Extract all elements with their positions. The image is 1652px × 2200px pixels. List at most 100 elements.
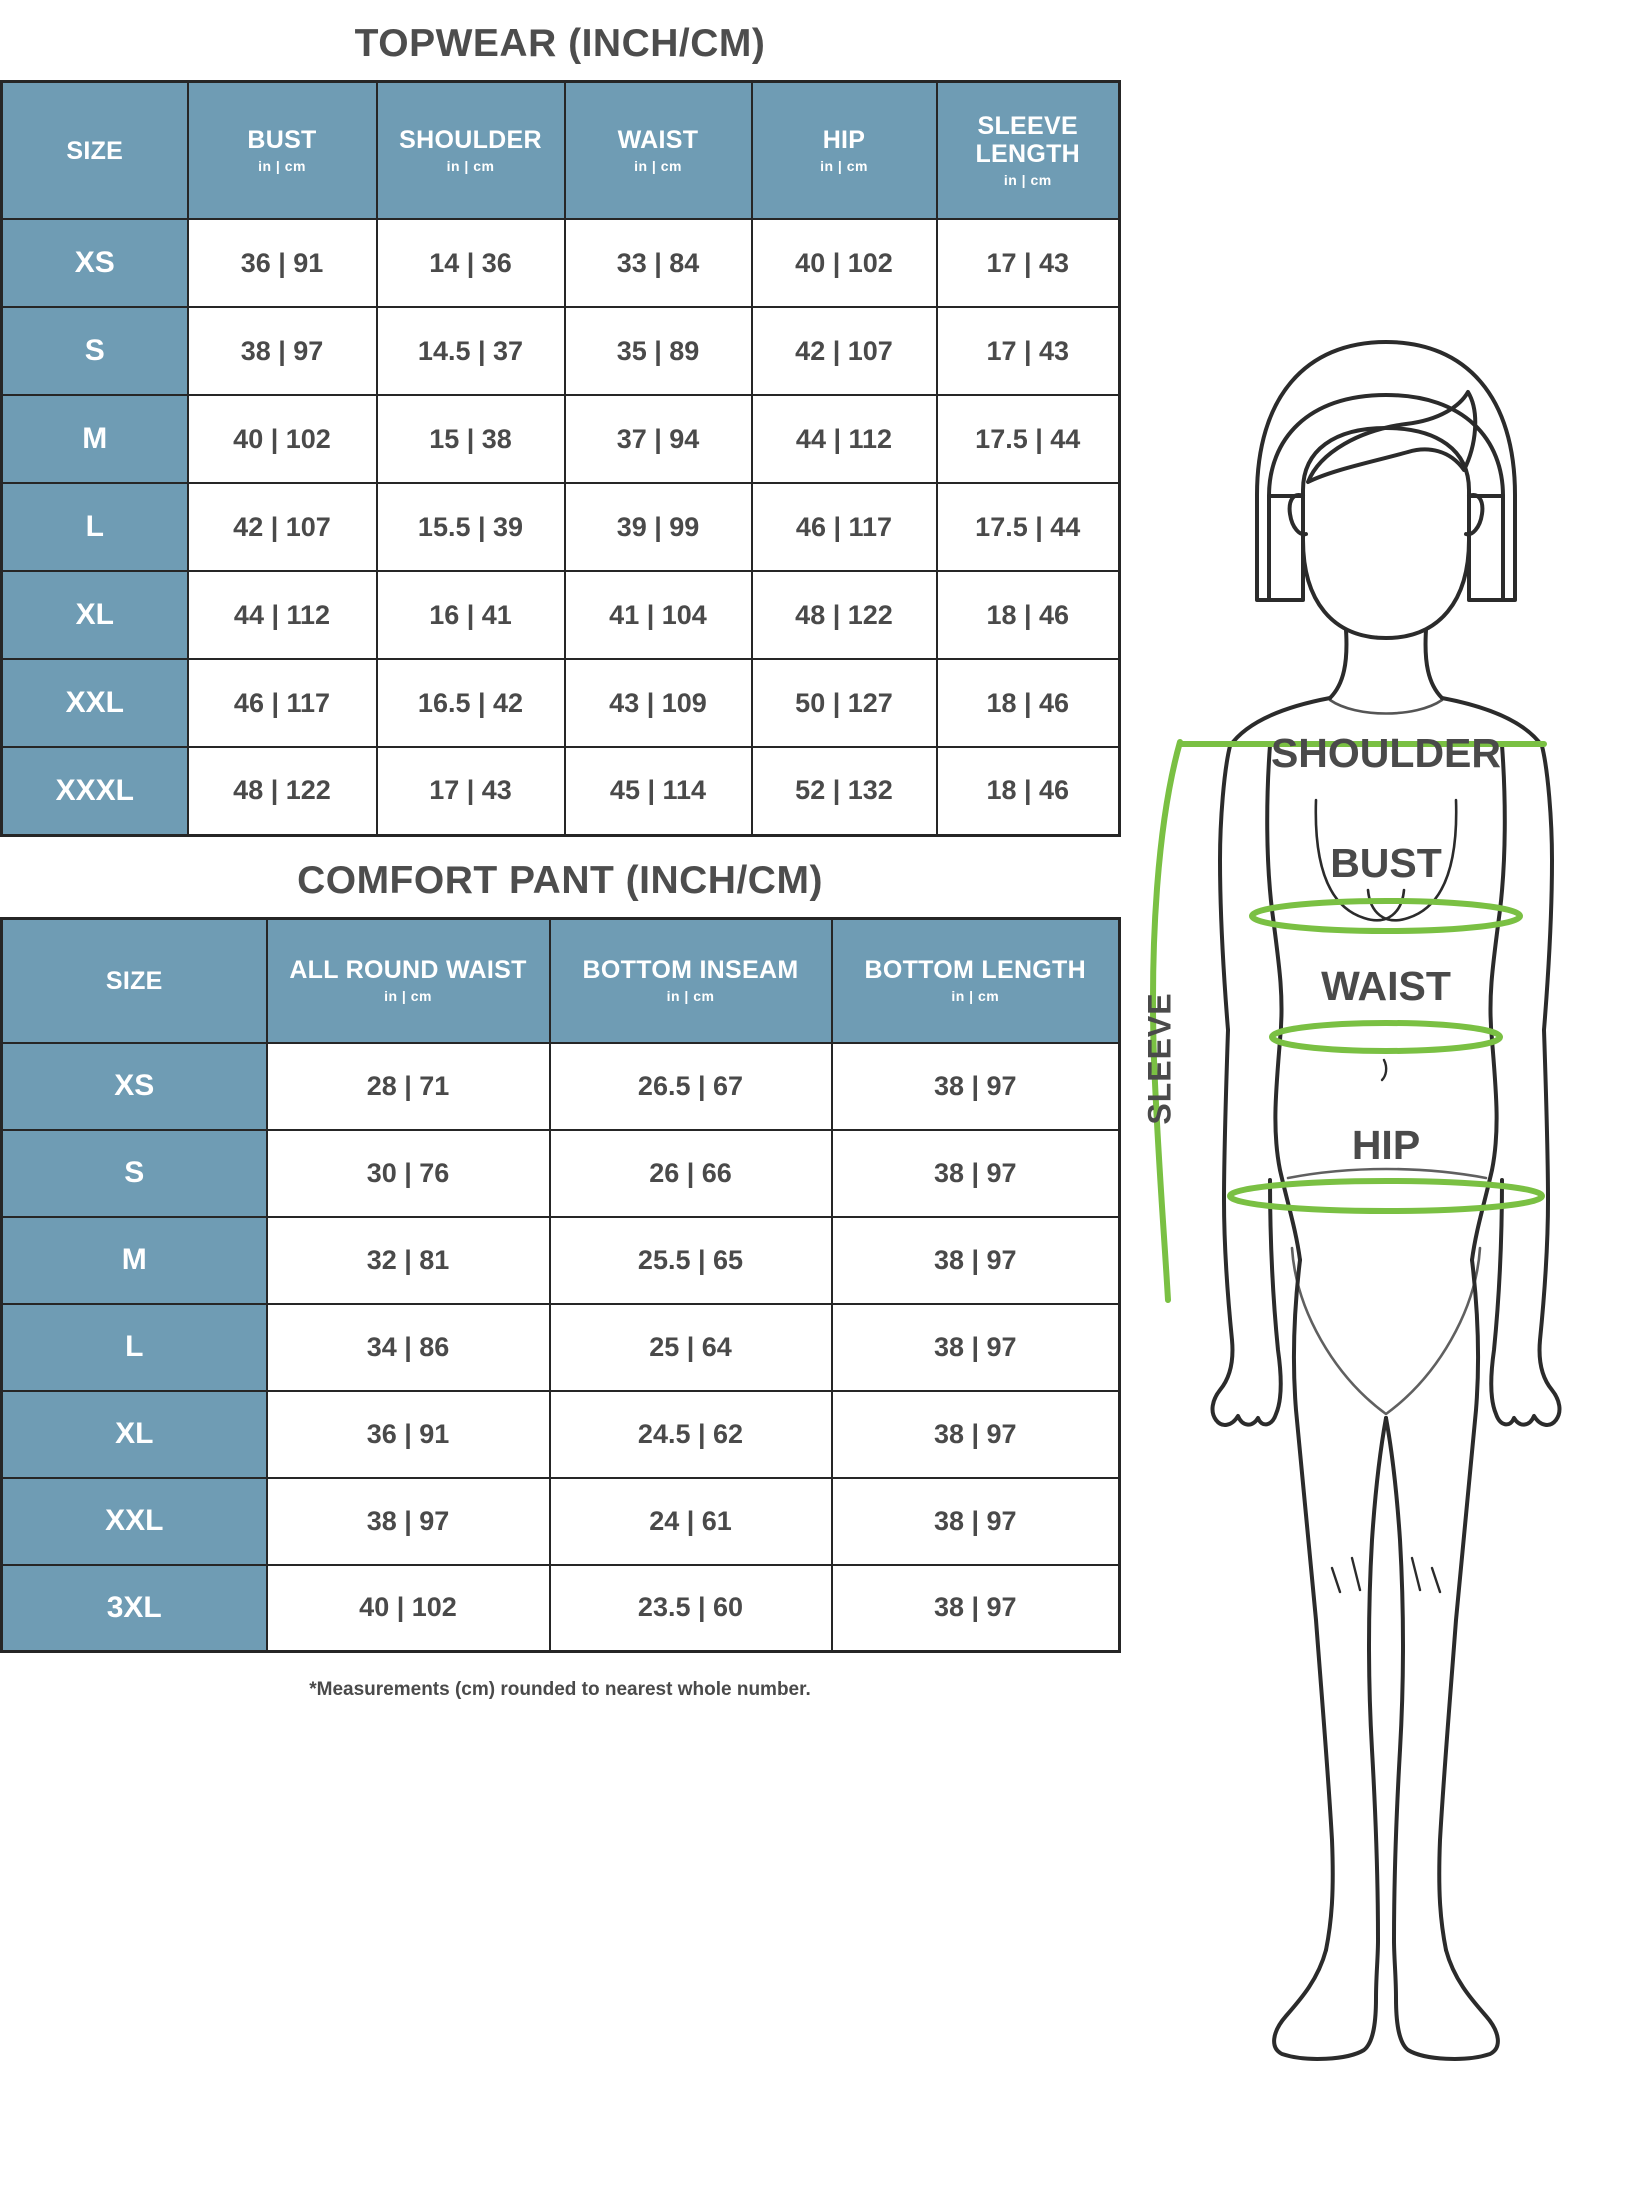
- torso-left-side: [1265, 743, 1302, 1262]
- measurement-guides-group: [1150, 739, 1547, 1303]
- cell-shoulder: 15 | 38: [375, 394, 566, 484]
- hair-right-mass: [1467, 494, 1505, 602]
- underwear-top-line: [1286, 1167, 1488, 1180]
- cell-hip: 44 | 112: [750, 394, 938, 484]
- cell-bottom-inseam: 25.5 | 65: [548, 1215, 833, 1305]
- column-header-bust: BUST in | cm: [186, 80, 378, 220]
- cell-bust: 46 | 117: [186, 658, 378, 748]
- hip-measure-ellipse: [1227, 1178, 1545, 1214]
- table-row: M 40 | 102 15 | 38 37 | 94 44 | 112 17.5…: [0, 394, 1121, 484]
- pant-header-row: SIZE ALL ROUND WAIST in | cm BOTTOM INSE…: [0, 917, 1121, 1044]
- cell-waist: 35 | 89: [563, 306, 753, 396]
- right-shoulder-arm-outer: [1440, 696, 1554, 1032]
- column-header-size: SIZE: [0, 80, 189, 220]
- cell-sleeve: 17 | 43: [935, 306, 1121, 396]
- cell-bust: 42 | 107: [186, 482, 378, 572]
- table-row: L 34 | 86 25 | 64 38 | 97: [0, 1302, 1121, 1392]
- female-body-figure-svg: SHOULDER: [1150, 340, 1562, 2061]
- column-header-label: BOTTOM INSEAM: [582, 956, 799, 984]
- column-header-label: SIZE: [105, 966, 163, 995]
- column-header-shoulder: SHOULDER in | cm: [375, 80, 566, 220]
- cell-bottom-length: 38 | 97: [830, 1215, 1121, 1305]
- cell-size: M: [0, 1215, 268, 1305]
- column-header-unit: in | cm: [258, 158, 306, 174]
- cell-bottom-length: 38 | 97: [830, 1128, 1121, 1218]
- right-leg-inner: [1384, 1416, 1405, 1942]
- cell-sleeve: 17 | 43: [935, 218, 1121, 308]
- right-leg-outer: [1437, 1258, 1481, 1952]
- cell-size: L: [0, 1302, 268, 1392]
- table-row: L 42 | 107 15.5 | 39 39 | 99 46 | 117 17…: [0, 482, 1121, 572]
- column-header-unit: in | cm: [384, 988, 432, 1004]
- topwear-header-row: SIZE BUST in | cm SHOULDER in | cm WAIST…: [0, 80, 1121, 220]
- cell-size: XL: [0, 1389, 268, 1479]
- column-header-label: HIP: [822, 126, 866, 154]
- column-header-all-round-waist: ALL ROUND WAIST in | cm: [265, 917, 551, 1044]
- comfort-pant-size-table: SIZE ALL ROUND WAIST in | cm BOTTOM INSE…: [0, 916, 1121, 1653]
- measurement-footnote: *Measurements (cm) rounded to nearest wh…: [309, 1679, 811, 1700]
- cell-hip: 46 | 117: [750, 482, 938, 572]
- left-leg-outer: [1291, 1258, 1335, 1952]
- hair-fringe: [1306, 390, 1478, 484]
- cell-size: XL: [0, 570, 189, 660]
- cell-waist: 41 | 104: [563, 570, 753, 660]
- neck-right: [1423, 628, 1444, 700]
- cell-size: XXL: [0, 1476, 268, 1566]
- cell-shoulder: 14.5 | 37: [375, 306, 566, 396]
- torso-right-side: [1470, 743, 1507, 1262]
- collarbone-line: [1328, 698, 1444, 715]
- topwear-title: TOPWEAR (INCH/CM): [354, 22, 766, 65]
- column-header-label: ALL ROUND WAIST: [289, 956, 527, 984]
- cell-size: 3XL: [0, 1563, 268, 1653]
- cell-size: M: [0, 394, 189, 484]
- left-bust-curve: [1314, 798, 1406, 922]
- cell-all-round-waist: 38 | 97: [265, 1476, 551, 1566]
- hair-left-mass: [1267, 494, 1305, 602]
- right-ear: [1464, 493, 1485, 537]
- column-header-hip: HIP in | cm: [750, 80, 938, 220]
- column-header-label: SHOULDER: [399, 126, 542, 154]
- cell-shoulder: 16.5 | 42: [375, 658, 566, 748]
- face-outline: [1301, 426, 1471, 640]
- cell-all-round-waist: 36 | 91: [265, 1389, 551, 1479]
- left-knee-crease-b: [1350, 1556, 1362, 1592]
- left-leg-inner: [1367, 1416, 1388, 1942]
- neck-left: [1328, 628, 1349, 700]
- cell-shoulder: 14 | 36: [375, 218, 566, 308]
- cell-bottom-length: 38 | 97: [830, 1041, 1121, 1131]
- cell-bottom-length: 38 | 97: [830, 1389, 1121, 1479]
- table-row: XXXL 48 | 122 17 | 43 45 | 114 52 | 132 …: [0, 746, 1121, 836]
- cell-all-round-waist: 32 | 81: [265, 1215, 551, 1305]
- cell-size: XXL: [0, 658, 189, 748]
- cell-waist: 43 | 109: [563, 658, 753, 748]
- hair-outline: [1255, 340, 1517, 602]
- column-header-label: SIZE: [66, 136, 124, 165]
- cell-all-round-waist: 34 | 86: [265, 1302, 551, 1392]
- right-arm-hand: [1489, 1028, 1562, 1427]
- cell-bust: 48 | 122: [186, 746, 378, 836]
- cell-sleeve: 18 | 46: [935, 570, 1121, 660]
- right-knee-crease-a: [1410, 1556, 1422, 1592]
- column-header-bottom-inseam: BOTTOM INSEAM in | cm: [548, 917, 833, 1044]
- column-header-unit: in | cm: [634, 158, 682, 174]
- cell-shoulder: 16 | 41: [375, 570, 566, 660]
- column-header-unit: in | cm: [666, 988, 715, 1004]
- left-arm-hand: [1210, 1028, 1283, 1427]
- column-header-label: SLEEVE LENGTH: [975, 112, 1081, 168]
- right-knee-crease-b: [1430, 1566, 1442, 1594]
- cell-hip: 50 | 127: [750, 658, 938, 748]
- cell-bottom-length: 38 | 97: [830, 1563, 1121, 1653]
- left-shoulder-arm-outer: [1218, 696, 1332, 1032]
- column-header-unit: in | cm: [951, 988, 1000, 1004]
- table-row: XL 44 | 112 16 | 41 41 | 104 48 | 122 18…: [0, 570, 1121, 660]
- topwear-size-table: SIZE BUST in | cm SHOULDER in | cm WAIST…: [0, 80, 1121, 837]
- cell-bottom-inseam: 24 | 61: [548, 1476, 833, 1566]
- column-header-label: BUST: [247, 126, 317, 154]
- cell-bottom-length: 38 | 97: [830, 1302, 1121, 1392]
- column-header-unit: in | cm: [1003, 172, 1052, 188]
- table-row: S 38 | 97 14.5 | 37 35 | 89 42 | 107 17 …: [0, 306, 1121, 396]
- cell-sleeve: 17.5 | 44: [935, 482, 1121, 572]
- cell-bottom-inseam: 26 | 66: [548, 1128, 833, 1218]
- table-row: XXL 46 | 117 16.5 | 42 43 | 109 50 | 127…: [0, 658, 1121, 748]
- body-measurement-diagram: SHOULDER SHOULDER BUST WAIST HIP SLEEVE: [1120, 300, 1652, 2100]
